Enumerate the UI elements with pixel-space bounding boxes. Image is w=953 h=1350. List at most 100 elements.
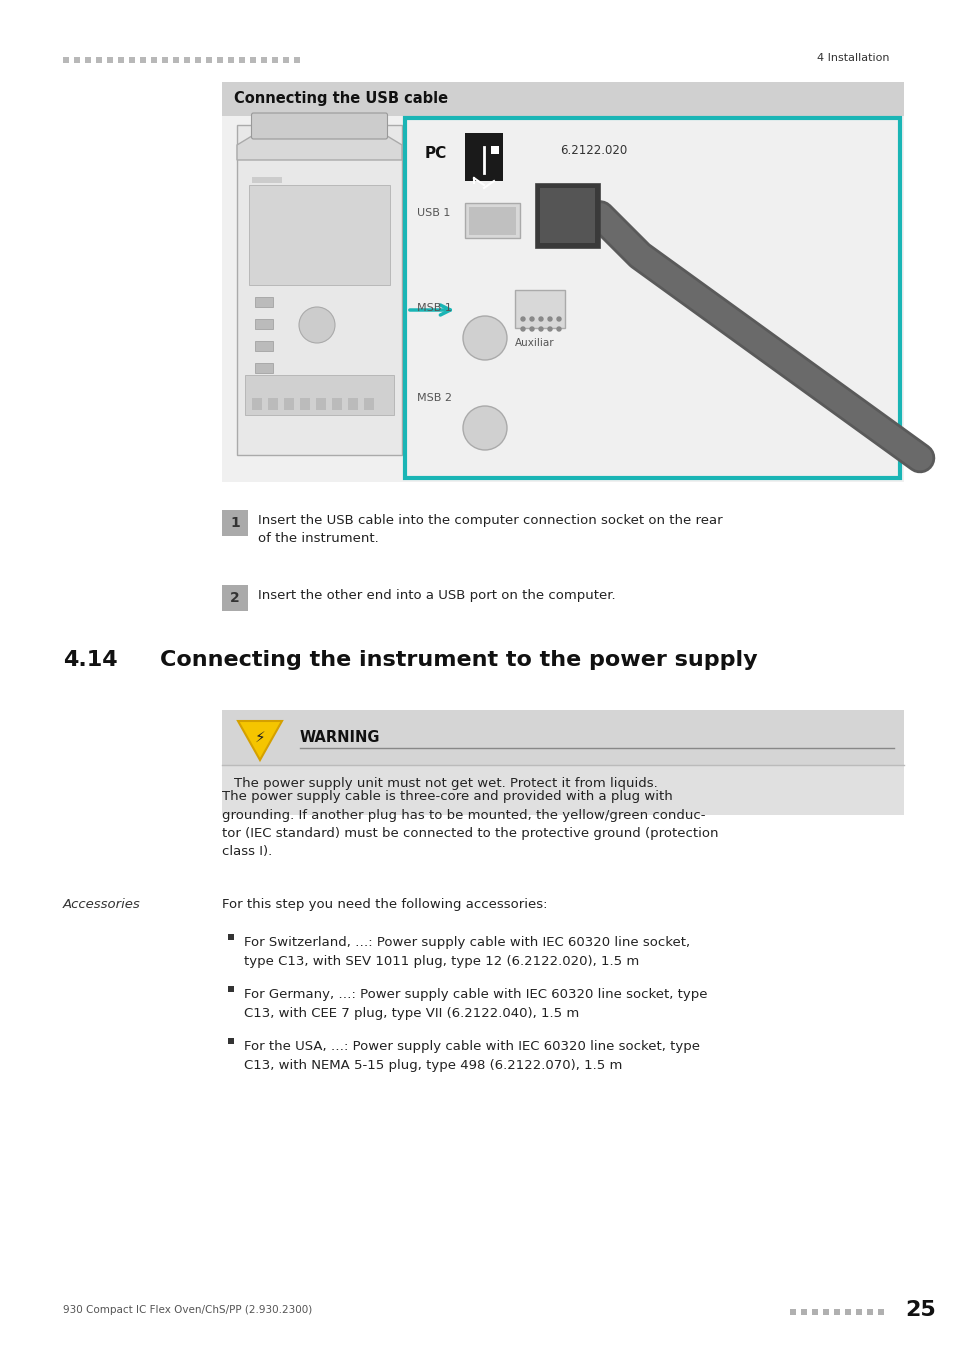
Bar [194, 57, 201, 63]
Bar [833, 1310, 840, 1315]
Text: 930 Compact IC Flex Oven/ChS/PP (2.930.2300): 930 Compact IC Flex Oven/ChS/PP (2.930.2… [63, 1305, 312, 1315]
Bar [129, 57, 135, 63]
Bar [228, 1038, 233, 1044]
Bar [844, 1310, 850, 1315]
Bar [206, 57, 212, 63]
Bar [245, 375, 394, 414]
Circle shape [298, 306, 335, 343]
Bar [222, 510, 248, 536]
Circle shape [462, 406, 506, 450]
Bar [85, 57, 91, 63]
FancyBboxPatch shape [252, 113, 387, 139]
Text: The power supply unit must not get wet. Protect it from liquids.: The power supply unit must not get wet. … [233, 778, 657, 790]
Bar [252, 225, 282, 231]
Bar [811, 1310, 817, 1315]
Bar [250, 57, 255, 63]
Bar [74, 57, 80, 63]
Text: Connecting the USB cable: Connecting the USB cable [233, 92, 448, 107]
Text: For Germany, …: Power supply cable with IEC 60320 line socket, type
C13, with CE: For Germany, …: Power supply cable with … [244, 988, 707, 1019]
Bar [252, 213, 282, 219]
Bar [254, 342, 273, 351]
Bar [539, 188, 595, 243]
Bar [63, 57, 69, 63]
Bar [294, 57, 299, 63]
Text: For the USA, …: Power supply cable with IEC 60320 line socket, type
C13, with NE: For the USA, …: Power supply cable with … [244, 1040, 700, 1072]
Bar [222, 585, 248, 612]
Text: For this step you need the following accessories:: For this step you need the following acc… [222, 898, 547, 911]
Circle shape [530, 327, 534, 331]
Bar [162, 57, 168, 63]
Bar [222, 116, 903, 482]
FancyArrowPatch shape [410, 305, 450, 315]
Text: For Switzerland, …: Power supply cable with IEC 60320 line socket,
type C13, wit: For Switzerland, …: Power supply cable w… [244, 936, 689, 968]
Bar [299, 398, 310, 410]
Bar [172, 57, 179, 63]
Bar [236, 126, 401, 455]
Bar [405, 117, 899, 478]
Bar [268, 398, 277, 410]
Polygon shape [237, 721, 282, 760]
Bar [261, 57, 267, 63]
Text: Insert the other end into a USB port on the computer.: Insert the other end into a USB port on … [257, 589, 615, 602]
Bar [877, 1310, 883, 1315]
Bar [252, 201, 282, 207]
Bar [249, 185, 390, 285]
Bar [515, 290, 564, 328]
Bar [252, 177, 282, 184]
Bar [254, 363, 273, 373]
Bar [866, 1310, 872, 1315]
Text: 4 Installation: 4 Installation [817, 53, 889, 63]
Text: USB 1: USB 1 [416, 208, 450, 217]
Text: Auxiliar: Auxiliar [515, 338, 554, 348]
Bar [216, 57, 223, 63]
Circle shape [557, 317, 560, 321]
Bar [140, 57, 146, 63]
Bar [364, 398, 374, 410]
Text: MSB 1: MSB 1 [416, 302, 452, 313]
Polygon shape [236, 115, 401, 161]
Bar [315, 398, 326, 410]
Bar [96, 57, 102, 63]
Bar [228, 57, 233, 63]
Text: Connecting the instrument to the power supply: Connecting the instrument to the power s… [160, 649, 757, 670]
Circle shape [520, 317, 524, 321]
Bar [254, 319, 273, 329]
Circle shape [520, 327, 524, 331]
Bar [252, 398, 262, 410]
Bar [469, 207, 516, 235]
Bar [151, 57, 157, 63]
Text: The power supply cable is three-core and provided with a plug with
grounding. If: The power supply cable is three-core and… [222, 790, 718, 859]
Circle shape [547, 317, 552, 321]
Bar [284, 398, 294, 410]
Bar [222, 82, 903, 116]
Bar [222, 710, 903, 815]
Bar [184, 57, 190, 63]
Text: 25: 25 [904, 1300, 935, 1320]
Bar [239, 57, 245, 63]
Bar [107, 57, 112, 63]
Text: 6.2122.020: 6.2122.020 [559, 143, 626, 157]
Circle shape [538, 317, 542, 321]
Bar [252, 189, 282, 194]
Bar [801, 1310, 806, 1315]
Bar [535, 184, 599, 248]
Bar [228, 934, 233, 940]
Bar [789, 1310, 795, 1315]
Bar [348, 398, 357, 410]
Bar [222, 710, 903, 765]
Text: 2: 2 [230, 591, 239, 605]
Text: WARNING: WARNING [299, 730, 380, 745]
Text: Insert the USB cable into the computer connection socket on the rear
of the inst: Insert the USB cable into the computer c… [257, 514, 721, 545]
Bar [228, 986, 233, 992]
Text: 4.14: 4.14 [63, 649, 117, 670]
Text: ⚡: ⚡ [254, 729, 265, 744]
Bar [464, 202, 519, 238]
Bar [464, 134, 502, 181]
Bar [254, 297, 273, 306]
Text: PC: PC [424, 146, 447, 161]
Text: 1: 1 [230, 516, 239, 531]
Bar [118, 57, 124, 63]
Bar [491, 146, 498, 154]
Circle shape [462, 316, 506, 360]
Bar [283, 57, 289, 63]
